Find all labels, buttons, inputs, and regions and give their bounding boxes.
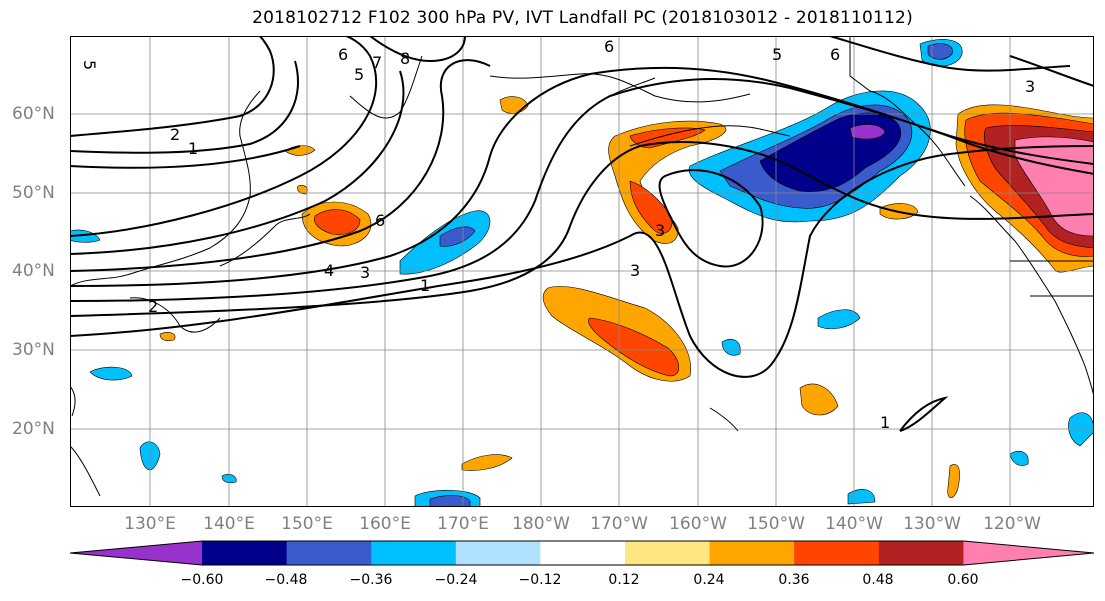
- negative-anomaly-nw-core: [927, 43, 953, 60]
- contour-label: 1: [188, 139, 198, 158]
- colorbar-tick: −0.24: [434, 572, 478, 588]
- positive-anomaly-westpac-core: [314, 209, 361, 235]
- contour-label: 4: [324, 261, 334, 280]
- contour-label: 1: [880, 413, 890, 432]
- contour-label: 3: [360, 263, 370, 282]
- negative-anomaly-spot: [817, 309, 861, 330]
- negative-anomaly-spot: [70, 229, 101, 243]
- colorbar-cell: [286, 541, 372, 565]
- map-frame: [70, 36, 1094, 507]
- negative-anomaly-dateline-core: [439, 226, 476, 247]
- contour-label: 5: [772, 45, 782, 64]
- colorbar-tick: −0.60: [180, 572, 224, 588]
- contour-label: 7: [372, 53, 382, 72]
- colorbar-tick: 0.60: [947, 572, 979, 588]
- positive-anomaly-central-core: [629, 180, 673, 234]
- colorbar-outline: [70, 540, 1094, 566]
- negative-anomaly-spot: [429, 495, 471, 507]
- lon-label: 130°W: [903, 514, 961, 534]
- colorbar-cell: [540, 541, 626, 565]
- lat-label: 30°N: [12, 340, 55, 360]
- lon-label: 150°E: [281, 514, 333, 534]
- lon-label: 120°W: [983, 514, 1041, 534]
- colorbar-tick: 0.12: [608, 572, 640, 588]
- colorbar-cell: [202, 541, 288, 565]
- negative-anomaly-spot: [847, 489, 876, 505]
- colorbar-extend-high: [963, 541, 1094, 565]
- lon-label: 170°E: [437, 514, 489, 534]
- positive-anomaly-spot: [799, 383, 839, 416]
- lon-label: 170°W: [590, 514, 648, 534]
- contour-label: 3: [1025, 77, 1035, 96]
- contour-label: 6: [830, 45, 840, 64]
- lat-label: 50°N: [12, 183, 55, 203]
- colorbar-tick: 0.48: [862, 572, 894, 588]
- lon-label: 140°W: [825, 514, 883, 534]
- colorbar-cell: [455, 541, 541, 565]
- contour-label: 6: [604, 37, 614, 56]
- negative-anomaly-spot: [1009, 451, 1029, 466]
- lon-label: 160°W: [669, 514, 727, 534]
- lon-label: 130°E: [124, 514, 176, 534]
- contour-label: 5: [354, 65, 364, 84]
- colorbar-cell: [878, 541, 964, 565]
- graticule: [70, 36, 1094, 507]
- negative-anomaly-spot: [89, 366, 133, 381]
- contour-labels: 5 6 7 8 5 6 5 6 3 2 1 6 4 3 1 2 3 3 1: [80, 37, 1035, 432]
- lon-label: 180°W: [512, 514, 570, 534]
- colorbar: [70, 540, 1094, 566]
- colorbar-cell: [625, 541, 711, 565]
- map-title: 2018102712 F102 300 hPa PV, IVT Landfall…: [252, 8, 913, 28]
- lat-label: 20°N: [12, 419, 55, 439]
- contour-label: 6: [338, 45, 348, 64]
- contour-label: 1: [420, 276, 430, 295]
- colorbar-extend-low: [70, 541, 202, 565]
- colorbar-tick: 0.36: [778, 572, 810, 588]
- contour-label: 6: [375, 211, 385, 230]
- colorbar-cell: [709, 541, 795, 565]
- contour-label: 8: [400, 49, 410, 68]
- colorbar-cell: [794, 541, 880, 565]
- contour-label: 2: [148, 297, 158, 316]
- contour-label: 3: [630, 261, 640, 280]
- contour-label: 3: [655, 221, 665, 240]
- positive-anomaly-spot: [159, 332, 176, 342]
- colorbar-tick: −0.48: [264, 572, 308, 588]
- lat-label: 40°N: [12, 261, 55, 281]
- lon-label: 160°E: [359, 514, 411, 534]
- colorbar-tick: −0.36: [349, 572, 393, 588]
- map-panel: 5 6 7 8 5 6 5 6 3 2 1 6 4 3 1 2 3 3 1: [70, 36, 1094, 507]
- coastlines: [70, 36, 1094, 497]
- colorbar-cell: [371, 541, 457, 565]
- negative-anomaly-purple: [849, 124, 886, 140]
- positive-anomaly-sw-core: [588, 317, 680, 377]
- positive-anomaly-spot: [947, 464, 960, 499]
- negative-anomaly-spot: [721, 339, 741, 356]
- shaded-anomalies: [70, 39, 1094, 507]
- positive-anomaly-central-core: [629, 127, 706, 149]
- lon-label: 140°E: [203, 514, 255, 534]
- pv-contours: [70, 36, 1094, 432]
- contour-label: 5: [80, 60, 99, 70]
- positive-anomaly-spot: [461, 454, 513, 471]
- lon-label: 150°W: [747, 514, 805, 534]
- positive-anomaly-spot: [499, 96, 529, 114]
- positive-anomaly-spot: [297, 185, 308, 195]
- colorbar-tick: 0.24: [693, 572, 725, 588]
- colorbar-tick: −0.12: [518, 572, 562, 588]
- positive-anomaly-spot: [284, 145, 316, 156]
- contour-label: 2: [170, 125, 180, 144]
- lat-label: 60°N: [12, 104, 55, 124]
